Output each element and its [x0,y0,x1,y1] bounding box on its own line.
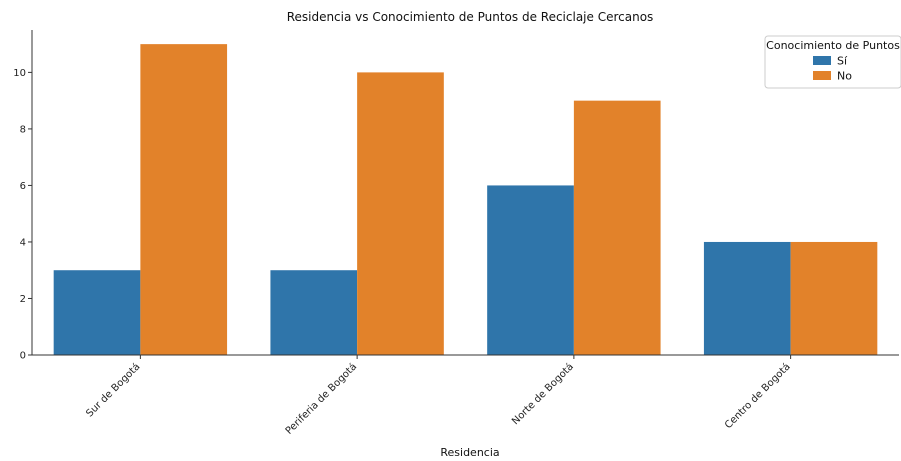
bar-si-3 [703,241,791,355]
bar-si-1 [270,270,358,355]
x-tick-label: Norte de Bogotá [509,361,576,428]
legend-swatch-no [813,71,831,80]
legend: Conocimiento de Puntos Sí No [764,35,901,89]
plot-area [53,44,878,356]
bar-no-2 [573,100,661,355]
bar-no-3 [790,241,878,355]
bar-no-0 [140,44,228,356]
bar-no-1 [357,72,444,356]
bar-si-0 [53,270,141,355]
legend-label-si: Sí [837,55,848,68]
y-tick-label: 8 [20,124,26,135]
y-tick-label: 4 [20,237,26,248]
legend-title: Conocimiento de Puntos [766,39,900,52]
legend-box [764,35,901,89]
x-axis-label: Residencia [440,446,499,459]
legend-swatch-si [813,56,831,65]
y-tick-label: 6 [20,181,26,192]
y-tick-label: 0 [20,351,26,362]
x-tick-label: Periferia de Bogotá [283,361,359,437]
y-tick-label: 2 [20,294,26,305]
legend-label-no: No [837,70,852,83]
x-tick-label: Sur de Bogotá [84,361,143,420]
x-axis: Sur de Bogotá Periferia de Bogotá Norte de… [32,354,899,437]
y-tick-label: 10 [13,68,26,79]
y-axis: 0 2 4 6 8 10 [13,30,33,362]
bar-si-2 [487,185,574,355]
chart-title: Residencia vs Conocimiento de Puntos de … [287,10,654,24]
x-tick-label: Centro de Bogotá [722,361,793,432]
